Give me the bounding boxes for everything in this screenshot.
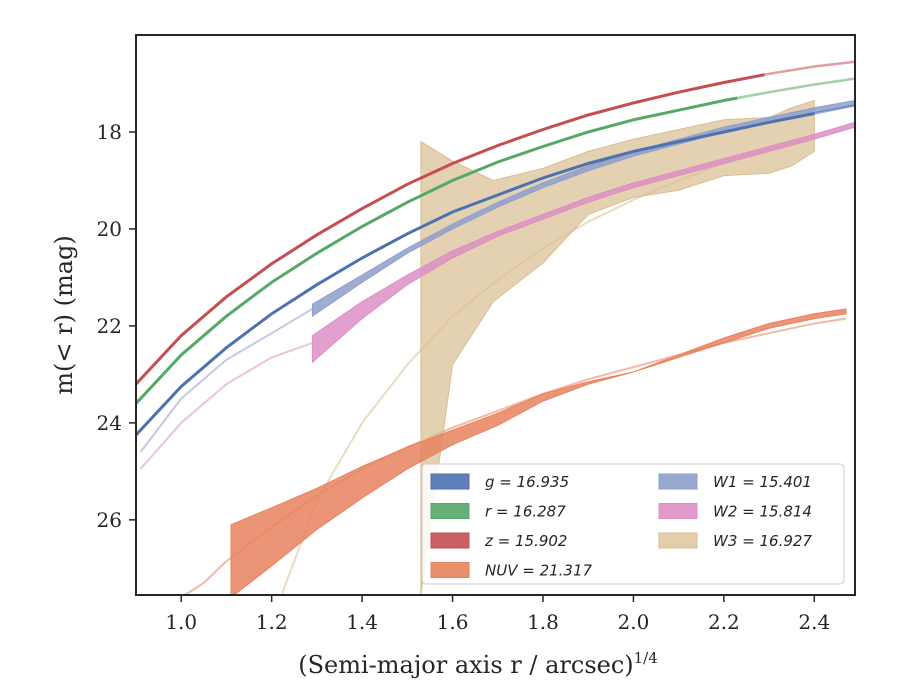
x-tick-label: 2.0 — [618, 610, 650, 634]
y-tick-label: 18 — [97, 120, 122, 144]
legend-label-w3: W3 = 16.927 — [713, 532, 812, 550]
curve-g-extension — [814, 104, 855, 115]
legend-label-w1: W1 = 15.401 — [713, 473, 812, 491]
curve-r — [136, 96, 738, 405]
legend-label-nuv: NUV = 21.317 — [485, 562, 593, 580]
x-tick-label: 1.0 — [165, 610, 197, 634]
y-tick-label: 22 — [97, 314, 122, 338]
x-tick-label: 2.4 — [798, 610, 830, 634]
x-tick-label: 1.4 — [346, 610, 378, 634]
legend-label-r: r = 16.287 — [485, 503, 566, 521]
legend-swatch-w2 — [658, 503, 698, 519]
y-tick-label: 20 — [97, 217, 122, 241]
axis-ticks: 1.0 1.2 1.4 1.6 1.8 2.0 2.2 2.4 18 20 22 24 26 — [97, 120, 831, 634]
legend-swatch-w1 — [658, 473, 698, 490]
curve-g — [136, 112, 815, 437]
y-axis-label: m(< r) (mag) — [50, 235, 78, 394]
legend-swatch-z — [430, 532, 470, 549]
legend: g = 16.935 r = 16.287 z = 15.902 NUV = 21.3… — [421, 463, 845, 585]
x-tick-label: 1.8 — [527, 610, 559, 634]
legend-box — [421, 463, 845, 585]
band-w2 — [311, 121, 855, 364]
curve-z — [136, 73, 765, 386]
legend-label-w2: W2 = 15.814 — [713, 503, 812, 521]
x-tick-label: 1.2 — [256, 610, 288, 634]
plot-frame — [135, 34, 856, 596]
x-tick-label: 1.6 — [437, 610, 469, 634]
curve-z-extension — [764, 60, 855, 76]
y-tick-label: 24 — [97, 411, 122, 435]
model-curve-w2 — [139, 341, 313, 470]
legend-label-z: z = 15.902 — [484, 532, 567, 550]
plot-area — [136, 60, 855, 595]
legend-swatch-g — [430, 473, 470, 490]
legend-swatch-nuv — [430, 562, 470, 578]
legend-label-g: g = 16.935 — [485, 473, 569, 491]
x-tick-label: 2.2 — [708, 610, 740, 634]
band-nuv — [230, 308, 847, 595]
x-axis-label: (Semi-major axis r / arcsec)1/4 — [298, 649, 658, 679]
y-tick-label: 26 — [97, 508, 122, 532]
curve-r-extension — [737, 77, 855, 100]
model-curve-w1 — [139, 308, 313, 453]
legend-swatch-w3 — [658, 532, 698, 549]
band-w1 — [311, 99, 855, 318]
legend-swatch-r — [430, 503, 470, 519]
